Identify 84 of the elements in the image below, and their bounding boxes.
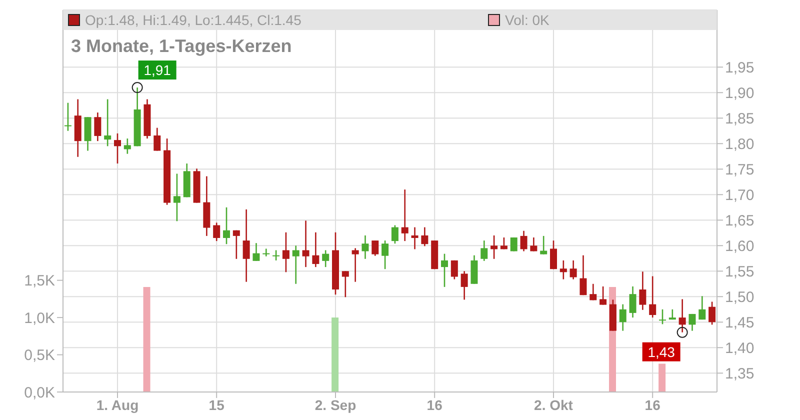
candlestick xyxy=(104,98,112,147)
y2-tick-label: 1,50 xyxy=(725,288,754,306)
y2-tick-label: 1,35 xyxy=(725,365,754,382)
candlestick xyxy=(173,173,180,222)
candlestick xyxy=(421,226,428,247)
candlestick xyxy=(520,230,528,252)
y2-tick-label: 1,90 xyxy=(725,84,754,102)
candlestick xyxy=(590,283,597,301)
candlestick xyxy=(242,208,250,282)
candlestick xyxy=(629,286,636,318)
candlestick xyxy=(470,254,478,285)
candlestick xyxy=(649,276,656,318)
candlestick xyxy=(391,224,398,244)
candlestick xyxy=(550,240,557,270)
x-tick-label: 16 xyxy=(644,396,661,413)
candlestick xyxy=(352,248,359,282)
candlestick xyxy=(570,260,577,280)
candlestick xyxy=(560,260,567,280)
legend-label: Op:1.48, Hi:1.49, Lo:1.445, Cl:1.45 xyxy=(84,12,302,28)
candlestick xyxy=(678,298,686,333)
candlestick xyxy=(688,313,696,332)
bar xyxy=(143,287,150,392)
x-tick-label: 16 xyxy=(426,396,443,413)
candlestick xyxy=(322,250,330,268)
text: 3 Monate, 1-Tages-Kerzen xyxy=(71,36,292,57)
y2-tick-label: 1,95 xyxy=(725,59,754,76)
candlestick xyxy=(312,232,320,268)
candlestick xyxy=(124,138,131,154)
candlestick xyxy=(382,240,389,270)
candlestick xyxy=(540,235,548,255)
candlestick xyxy=(223,206,230,245)
candlestick xyxy=(490,234,498,260)
candlestick xyxy=(272,250,280,262)
y2-tick-label: 1,75 xyxy=(725,161,754,178)
candlestick xyxy=(262,248,270,257)
candlestick xyxy=(372,240,379,256)
y2-tick-label: 1,70 xyxy=(725,186,754,204)
candlestick xyxy=(401,188,408,242)
candlestick xyxy=(252,242,260,262)
candlestick xyxy=(114,132,121,164)
y2-tick-label: 1,45 xyxy=(725,314,754,332)
candlestick xyxy=(441,253,448,288)
y2-tick-label: 1,65 xyxy=(725,212,754,230)
legend-label: Vol: 0K xyxy=(504,12,550,28)
y-tick-label: 1,5K xyxy=(24,272,55,290)
candlestick xyxy=(411,226,418,250)
candlestick xyxy=(94,112,102,142)
y2-tick-label: 1,40 xyxy=(725,340,754,357)
bar xyxy=(332,318,339,392)
candlestick xyxy=(292,244,300,285)
candlestick xyxy=(619,304,626,332)
candlestick xyxy=(698,295,706,320)
y-tick-label: 1,0K xyxy=(24,310,55,327)
y2-tick-label: 1,55 xyxy=(725,263,754,280)
annotation: 1,91 xyxy=(144,62,172,78)
candlestick xyxy=(659,308,666,325)
candlestick xyxy=(530,236,538,252)
candlestick xyxy=(84,116,92,152)
candlestick xyxy=(580,254,587,296)
candlestick xyxy=(480,240,488,262)
candlestick xyxy=(154,127,161,152)
candlestick xyxy=(362,234,369,260)
candlestick xyxy=(64,102,72,132)
candlestick xyxy=(342,270,349,298)
candlestick xyxy=(460,270,468,300)
candlestick xyxy=(282,232,290,273)
annotation: 1,43 xyxy=(648,344,676,360)
candlestick xyxy=(600,286,607,306)
x-tick-label: 2. Sep xyxy=(314,396,356,413)
y2-tick-label: 1,60 xyxy=(725,238,754,255)
y2-tick-label: 1,85 xyxy=(725,110,754,128)
candlestick xyxy=(708,301,716,326)
y-tick-label: 0,0K xyxy=(24,384,55,402)
y-tick-label: 0,5K xyxy=(24,347,55,364)
x-tick-label: 15 xyxy=(208,396,225,413)
y2-tick-label: 1,80 xyxy=(725,136,754,153)
candlestick xyxy=(213,222,220,242)
x-tick-label: 1. Aug xyxy=(96,396,139,413)
candlestick xyxy=(639,270,646,311)
x-tick-label: 2. Okt xyxy=(534,396,574,413)
candlestick xyxy=(450,260,458,280)
bar xyxy=(658,364,666,392)
candlestick xyxy=(232,230,240,260)
candlestick xyxy=(302,220,310,268)
